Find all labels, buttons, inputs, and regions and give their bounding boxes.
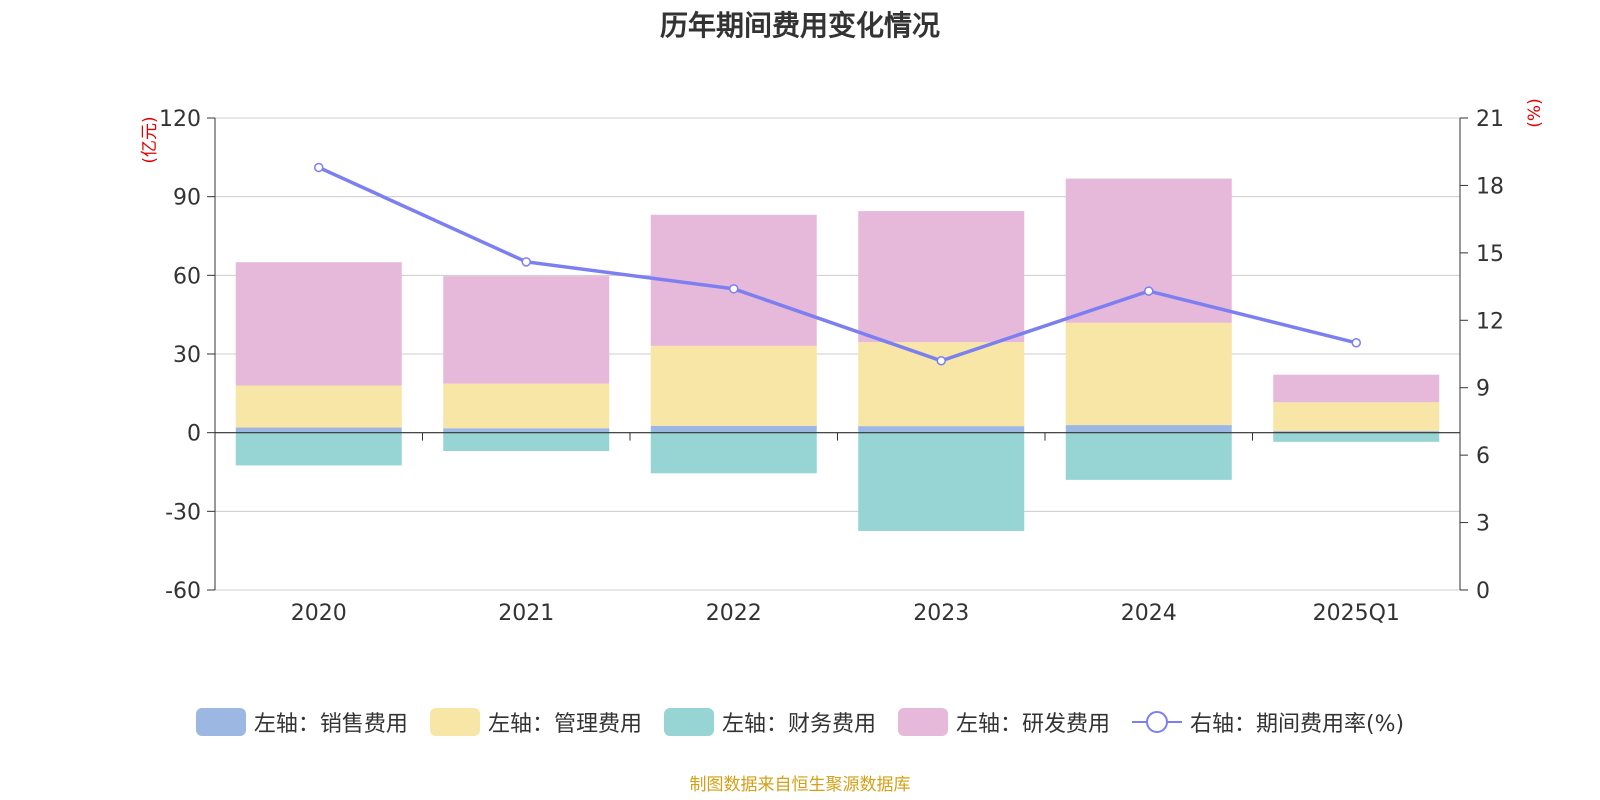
category-label: 2023	[913, 601, 969, 626]
chart-legend: 左轴：销售费用 左轴：管理费用 左轴：财务费用 左轴：研发费用 右轴：期间费用率…	[0, 706, 1600, 738]
legend-label-sales: 左轴：销售费用	[253, 712, 408, 737]
legend-swatch-sales	[195, 708, 246, 736]
bar-segment	[235, 385, 402, 428]
legend-swatch-admin	[429, 708, 480, 736]
bar-segment	[1273, 432, 1440, 442]
bar-segment	[1273, 402, 1440, 432]
left-axis-tick-label: -60	[165, 579, 201, 604]
left-axis-tick-label: 0	[187, 422, 201, 447]
left-axis-tick-label: 90	[173, 186, 201, 211]
legend-item-sales[interactable]: 左轴：销售费用	[195, 706, 408, 738]
bar-segment	[858, 342, 1025, 427]
bar-segment	[235, 427, 402, 433]
bar-segment	[1273, 374, 1440, 403]
rate-point	[1144, 286, 1154, 296]
category-label: 2020	[291, 601, 347, 626]
bar-segment	[1273, 431, 1440, 433]
legend-label-finance: 左轴：财务费用	[721, 712, 876, 737]
category-label: 2022	[706, 601, 762, 626]
bar-segment	[1065, 178, 1232, 323]
chart-title: 历年期间费用变化情况	[659, 9, 940, 42]
bar-segment	[858, 211, 1025, 343]
left-axis-tick-label: 30	[173, 343, 201, 368]
right-axis-tick-label: 3	[1476, 512, 1490, 537]
legend-item-rate[interactable]: 右轴：期间费用率(%)	[1131, 706, 1405, 738]
legend-swatch-rnd	[897, 708, 948, 736]
bar-segment	[858, 432, 1025, 531]
bar-segment	[1065, 432, 1232, 480]
chart-plot: -60 -30 0 30 60 90 120 0 3 6 9 12 15 18 21 (亿元) (%) 2020 2…	[140, 98, 1545, 626]
rate-point	[729, 284, 739, 294]
right-axis-tick-label: 9	[1476, 377, 1490, 402]
right-axis-tick-label: 0	[1476, 579, 1490, 604]
legend-label-rate: 右轴：期间费用率(%)	[1189, 712, 1405, 737]
left-axis-tick-label: 60	[173, 264, 201, 289]
rate-point	[936, 355, 946, 366]
bar-segment	[650, 432, 817, 474]
category-label: 2021	[498, 601, 554, 626]
rate-point	[1351, 338, 1361, 348]
legend-item-finance[interactable]: 左轴：财务费用	[663, 706, 876, 738]
rate-point	[314, 162, 324, 173]
right-axis-tick-label: 21	[1476, 107, 1504, 132]
left-axis-tick-label: -30	[165, 500, 201, 525]
bar-segment	[443, 276, 610, 384]
legend-label-rnd: 左轴：研发费用	[955, 712, 1110, 737]
bar-segment	[443, 432, 610, 452]
bar-segment	[1065, 425, 1232, 433]
bar-segment	[858, 426, 1025, 433]
bar-segment	[650, 425, 817, 433]
bar-segment	[235, 432, 402, 466]
left-axis-unit-label: (亿元)	[140, 116, 160, 163]
legend-swatch-finance	[663, 708, 714, 736]
rate-point	[521, 257, 531, 267]
left-axis-tick-label: 120	[159, 107, 201, 132]
category-label: 2024	[1121, 601, 1177, 626]
bar-segment	[650, 345, 817, 426]
bar-segment	[443, 428, 610, 433]
rate-line	[318, 165, 1357, 363]
bar-segment	[235, 262, 402, 386]
bar-segment	[1065, 322, 1232, 426]
right-axis-unit-label: (%)	[1525, 98, 1545, 127]
legend-label-admin: 左轴：管理费用	[487, 712, 642, 737]
right-axis-tick-label: 6	[1476, 444, 1490, 469]
category-label: 2025Q1	[1313, 601, 1400, 626]
right-axis-tick-label: 12	[1476, 309, 1504, 334]
bar-segment	[443, 383, 610, 429]
right-axis-tick-label: 15	[1476, 242, 1504, 267]
right-axis-tick-label: 18	[1476, 174, 1504, 199]
data-source-note: 制图数据来自恒生聚源数据库	[689, 775, 911, 795]
legend-item-admin[interactable]: 左轴：管理费用	[429, 706, 642, 738]
legend-item-rnd[interactable]: 左轴：研发费用	[897, 706, 1110, 738]
legend-swatch-rate	[1131, 711, 1182, 733]
